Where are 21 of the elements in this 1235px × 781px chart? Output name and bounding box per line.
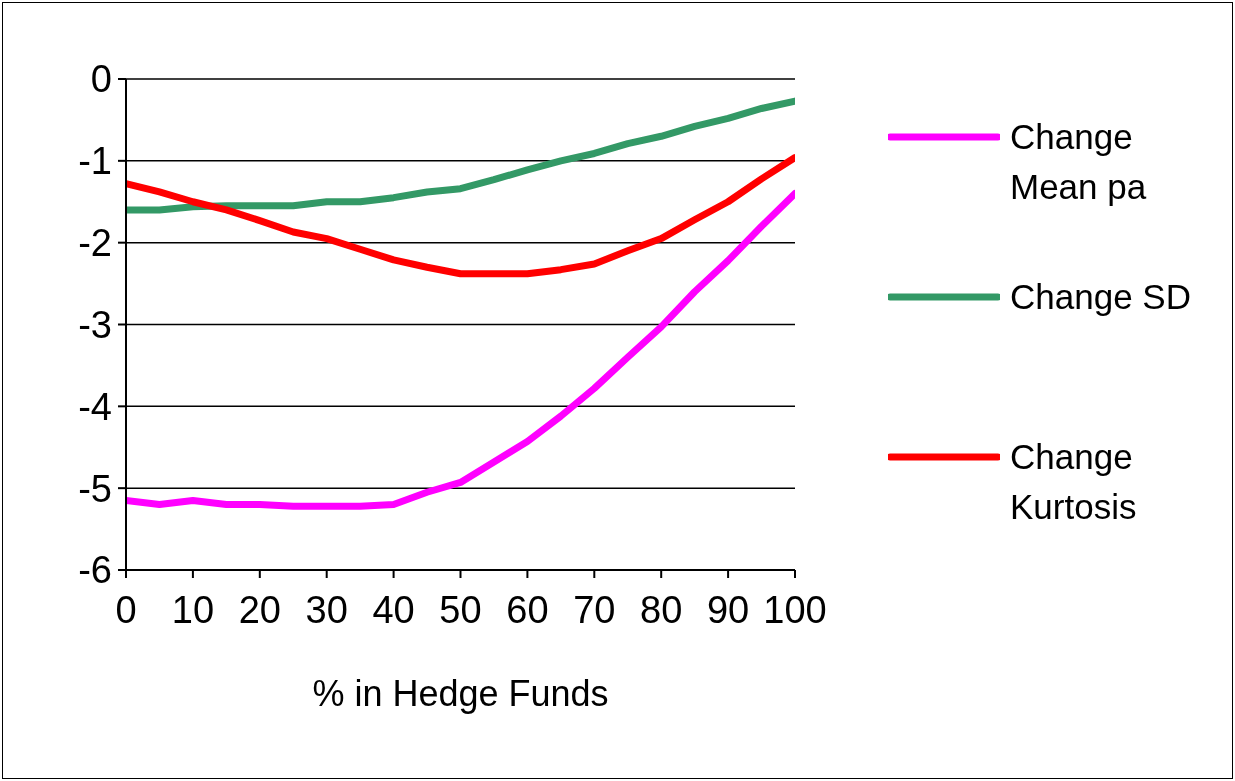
y-tick-label: -6 (78, 549, 112, 592)
legend-label: Change SD (1010, 276, 1192, 318)
x-tick-label: 40 (372, 588, 415, 631)
x-tick-label: 70 (573, 588, 616, 631)
y-tick-label: -3 (78, 303, 112, 346)
x-tick-label: 60 (506, 588, 549, 631)
legend-label: Change Mean pa (1010, 116, 1148, 208)
y-tick-label: -1 (78, 140, 112, 183)
x-tick-label: 50 (439, 588, 482, 631)
x-axis-title: % in Hedge Funds (312, 673, 609, 714)
legend-label: Change Kurtosis (1010, 436, 1138, 528)
x-tick-label: 30 (305, 588, 348, 631)
y-tick-label: -2 (78, 222, 112, 265)
y-tick-label: -4 (78, 385, 112, 428)
x-tick-label: 20 (238, 588, 281, 631)
y-tick-label: -5 (78, 467, 112, 510)
x-tick-label: 90 (706, 588, 750, 631)
x-tick-label: 10 (171, 588, 215, 631)
x-tick-label: 80 (640, 588, 683, 631)
x-tick-label: 100 (763, 588, 827, 631)
y-tick-label: 0 (90, 58, 112, 101)
